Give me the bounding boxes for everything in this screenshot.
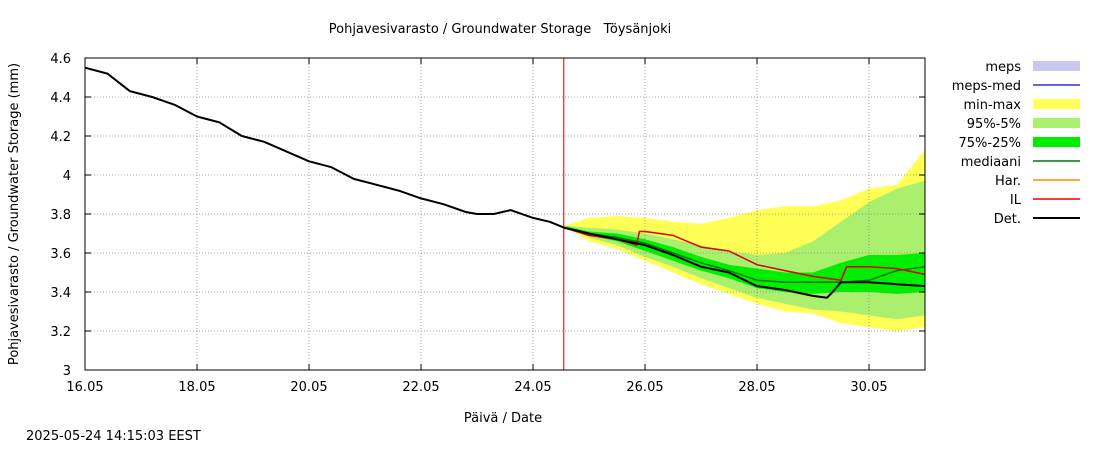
chart-title: Pohjavesivarasto / Groundwater Storage T… xyxy=(329,22,671,37)
x-axis-label: Päivä / Date xyxy=(464,411,542,426)
y-tick-label: 4 xyxy=(63,169,71,184)
legend-label-min-max: min-max xyxy=(963,98,1021,113)
legend-label-p75-25: 75%-25% xyxy=(959,136,1021,151)
grid-lines xyxy=(84,57,925,371)
series-det xyxy=(84,66,926,299)
legend-label-meps: meps xyxy=(985,60,1021,75)
x-tick-label: 22.05 xyxy=(402,380,439,395)
series-il xyxy=(563,226,926,282)
x-tick-label: 20.05 xyxy=(290,380,327,395)
legend-swatch-p95-5 xyxy=(1033,118,1080,128)
legend-label-har: Har. xyxy=(995,174,1021,189)
y-tick-label: 4.6 xyxy=(50,52,71,67)
y-tick-label: 3.4 xyxy=(50,286,71,301)
legend-swatch-meps xyxy=(1033,61,1080,71)
y-tick-label: 3.2 xyxy=(50,325,71,340)
uncertainty-bands xyxy=(563,149,925,331)
x-tick-label: 18.05 xyxy=(178,380,215,395)
legend-swatch-p75-25 xyxy=(1033,137,1080,147)
x-tick-label: 24.05 xyxy=(514,380,551,395)
legend-swatch-min-max xyxy=(1033,99,1080,109)
y-tick-label: 3 xyxy=(63,364,71,379)
x-tick-label: 28.05 xyxy=(738,380,775,395)
y-tick-label: 3.8 xyxy=(50,208,71,223)
x-tick-label: 16.05 xyxy=(66,380,103,395)
axis-ticks: 16.05 18.05 20.05 22.05 24.05 26.05 28.05 30.05… xyxy=(50,52,925,395)
series-lines xyxy=(84,66,926,299)
legend-label-mediaani: mediaani xyxy=(961,155,1021,170)
series-mediaani xyxy=(563,226,926,283)
y-tick-label: 4.4 xyxy=(50,91,71,106)
timestamp: 2025-05-24 14:15:03 EEST xyxy=(26,429,201,444)
legend-label-il: IL xyxy=(1010,193,1022,208)
band-p75-25 xyxy=(563,225,925,294)
x-tick-label: 26.05 xyxy=(626,380,663,395)
legend-label-det: Det. xyxy=(994,212,1021,227)
y-axis-label: Pohjavesivarasto / Groundwater Storage (… xyxy=(7,63,22,365)
legend-label-p95-5: 95%-5% xyxy=(967,117,1021,132)
y-tick-label: 4.2 xyxy=(50,130,71,145)
legend: meps meps-med min-max 95%-5% 75%-25% mediaani… xyxy=(952,60,1080,227)
x-tick-label: 30.05 xyxy=(850,380,887,395)
legend-label-meps-med: meps-med xyxy=(952,79,1021,94)
y-tick-label: 3.6 xyxy=(50,247,71,262)
